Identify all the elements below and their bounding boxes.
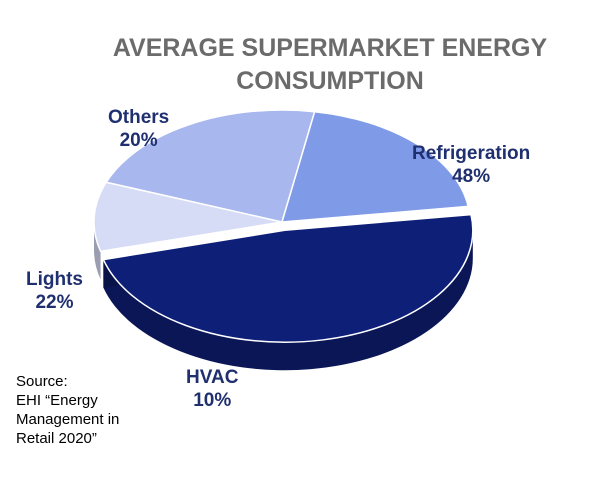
slice-label-others: Others 20% (108, 106, 169, 152)
slice-label-refrigeration: Refrigeration 48% (412, 142, 530, 188)
source-line-4: Retail 2020” (16, 430, 97, 447)
slice-refrigeration (102, 213, 474, 343)
hvac-name: HVAC (186, 367, 239, 388)
slice-hvac (93, 181, 283, 253)
chart-title-line-2: CONSUMPTION (236, 67, 424, 95)
lights-name: Lights (26, 269, 83, 290)
chart-title-line-1: AVERAGE SUPERMARKET ENERGY (112, 34, 548, 62)
slice-others (281, 110, 469, 223)
slice-label-hvac: HVAC 10% (186, 366, 238, 412)
refrigeration-name: Refrigeration (412, 143, 531, 164)
slice-side-refrigeration (103, 230, 473, 371)
refrigeration-value: 48% (452, 166, 491, 187)
lights-value: 22% (35, 292, 74, 313)
hvac-value: 10% (193, 390, 232, 411)
source-line-3: Management in (16, 411, 120, 428)
slice-label-lights: Lights 22% (26, 268, 83, 314)
slice-side-hvac (94, 222, 101, 280)
others-name: Others (108, 107, 170, 128)
slice-lights (105, 109, 316, 223)
chart-title: AVERAGE SUPERMARKET ENERGY CONSUMPTION (0, 32, 600, 98)
source-line-2: EHI “Energy (16, 392, 98, 409)
others-value: 20% (119, 130, 158, 151)
source-line-1: Source: (16, 373, 68, 390)
source-note: Source: EHI “Energy Management in Retail… (16, 372, 119, 448)
